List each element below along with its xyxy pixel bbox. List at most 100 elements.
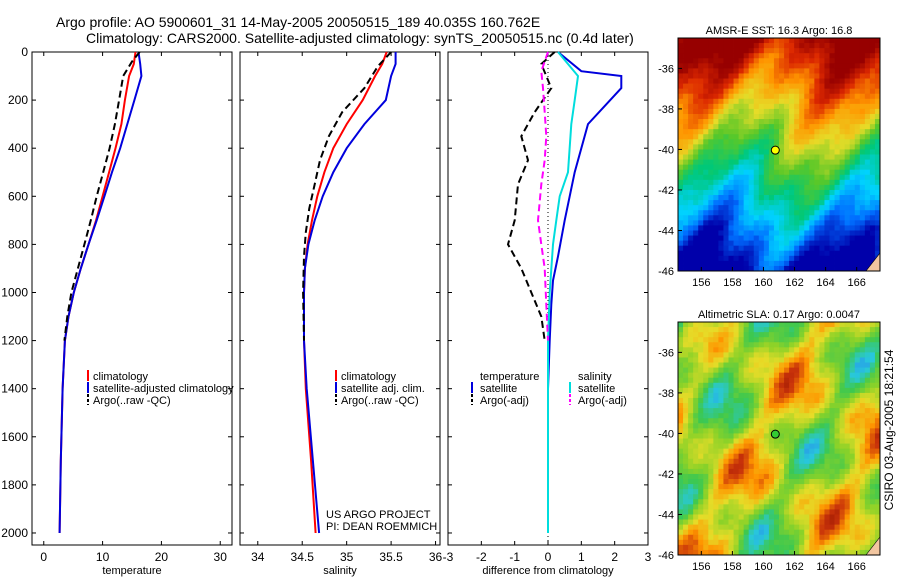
sst_map-cell: [784, 215, 790, 221]
sla_map-cell: [773, 392, 780, 399]
sst_map-cell: [809, 38, 815, 44]
sst_map-cell: [874, 88, 881, 95]
sla_map-cell: [874, 352, 881, 358]
sla_map-cell: [804, 392, 810, 399]
sla_map-cell: [718, 494, 724, 500]
sla_map-cell: [854, 529, 861, 536]
sst_map-cell: [763, 174, 770, 181]
sst_map-cell: [693, 149, 699, 155]
sla_map-cell: [799, 327, 805, 333]
sla_map-cell: [794, 473, 800, 480]
sla_map-cell: [869, 362, 876, 368]
sst_map-cell: [839, 240, 846, 247]
sla_map-cell: [738, 397, 745, 404]
sst_map-ytick-label: -38: [658, 104, 674, 116]
sst_map-cell: [718, 63, 724, 69]
sla_map-cell: [698, 367, 704, 374]
sst_map-cell: [789, 179, 795, 186]
sst_map-cell: [753, 119, 760, 125]
sst_map-cell: [763, 43, 770, 49]
sla_map-cell: [698, 529, 704, 536]
sla_map-cell: [698, 539, 704, 546]
sla_map-cell: [799, 403, 805, 409]
sla_map-cell: [758, 468, 765, 475]
sla_map-cell: [763, 433, 770, 439]
sst_map-cell: [718, 43, 724, 49]
sst_map-cell: [738, 215, 745, 221]
sst_map-cell: [799, 159, 805, 166]
sst_map-cell: [864, 260, 871, 267]
sla_map-cell: [728, 408, 734, 414]
sst_map-cell: [773, 78, 780, 84]
sst_map-cell: [794, 200, 800, 206]
sla_map-cell: [683, 327, 689, 333]
sst_map-cell: [758, 48, 765, 54]
sst_map-cell: [738, 220, 745, 226]
sla_map-cell: [789, 342, 795, 348]
sst_map-cell: [779, 88, 785, 95]
figure-title-line-2: Climatology: CARS2000. Satellite-adjuste…: [86, 30, 634, 46]
sla_map-cell: [869, 524, 876, 531]
sla_map-cell: [824, 438, 830, 444]
sla_map-cell: [688, 458, 694, 465]
sst_map-cell: [713, 184, 719, 191]
sla_map-cell: [799, 382, 805, 389]
sla_map-cell: [713, 438, 719, 444]
sla_map-cell: [814, 529, 820, 536]
sst_map-cell: [768, 169, 775, 176]
sla_map-cell: [789, 494, 795, 500]
sst_map-cell: [829, 184, 835, 191]
sla_map-cell: [703, 509, 709, 515]
sla_map-cell: [713, 372, 719, 379]
sla_map-cell: [859, 433, 866, 439]
sla_map-cell: [869, 468, 876, 475]
sla_map-cell: [758, 494, 765, 500]
sst_map-cell: [708, 88, 714, 95]
sst_map-cell: [784, 220, 790, 226]
sst_map-cell: [693, 250, 699, 257]
salinity-xlabel: salinity: [323, 565, 357, 577]
sla_map-cell: [693, 372, 699, 379]
sst_map-cell: [874, 68, 881, 74]
sla_map-cell: [784, 519, 790, 526]
sla_map-cell: [829, 544, 835, 551]
sst_map-cell: [718, 98, 724, 105]
sla_map-cell: [733, 524, 739, 531]
sla_map-cell: [854, 489, 861, 495]
sst_map-cell: [768, 113, 775, 120]
sst_map-cell: [799, 73, 805, 79]
sla_map-cell: [718, 357, 724, 363]
sst_map-cell: [789, 103, 795, 110]
sst_map-cell: [794, 48, 800, 54]
sla_map-cell: [804, 509, 810, 515]
sst_map-cell: [794, 245, 800, 252]
difference-series-1-line: [506, 51, 556, 341]
sla_map-cell: [844, 453, 851, 460]
sst_map-cell: [748, 53, 755, 59]
sla_map-cell: [849, 392, 856, 399]
sst_map-cell: [804, 235, 810, 242]
sla_map-cell: [789, 473, 795, 480]
sst_map-cell: [768, 108, 775, 115]
sst_map-cell: [874, 250, 881, 257]
sst_map-cell: [773, 129, 780, 135]
sla_map-cell: [839, 352, 846, 358]
sst_map-cell: [794, 250, 800, 257]
sla_map-cell: [723, 362, 729, 368]
sla_map-cell: [829, 377, 835, 384]
sla_map-cell: [743, 453, 750, 460]
sst_map-cell: [804, 73, 810, 79]
sst_map-cell: [809, 200, 815, 206]
sla_map-cell: [743, 544, 750, 551]
sla_map-cell: [708, 418, 714, 424]
sla_map-cell: [844, 549, 851, 556]
sla_map-cell: [693, 382, 699, 389]
sla_map-cell: [763, 544, 770, 551]
sla_map-cell: [708, 352, 714, 358]
sla_map-cell: [698, 397, 704, 404]
sla_map-cell: [784, 428, 790, 434]
sst_map-cell: [768, 189, 775, 196]
sla_map-cell: [708, 529, 714, 536]
sst_map-cell: [814, 113, 820, 120]
